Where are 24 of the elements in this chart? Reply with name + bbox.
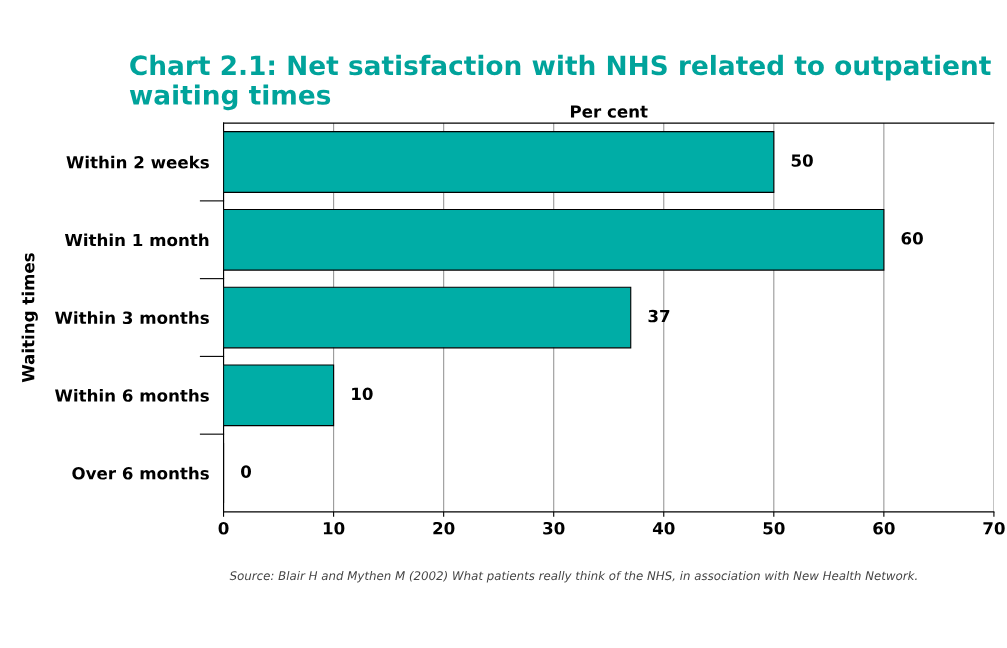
bar xyxy=(223,208,885,271)
y-axis-title: Waiting times xyxy=(21,253,38,383)
data-label: 50 xyxy=(791,154,813,167)
bar xyxy=(223,131,775,193)
y-tick-label: Within 2 weeks xyxy=(66,155,209,169)
y-tick-label: Within 1 month xyxy=(64,233,209,247)
x-tick-label: 0 xyxy=(218,521,229,535)
data-label: 37 xyxy=(648,309,670,323)
y-tick-label: Within 6 months xyxy=(55,388,209,402)
data-label: 10 xyxy=(352,387,373,401)
source-note: Source: Blair H and Mythen M (2002) What patients really think of the NHS, in association with New Health Network. xyxy=(229,570,917,583)
x-tick-label: 30 xyxy=(543,521,565,535)
x-tick-label: 60 xyxy=(873,521,895,535)
x-tick-label: 50 xyxy=(763,521,785,535)
x-tick-label: 20 xyxy=(433,521,455,535)
data-label: 0 xyxy=(241,465,252,478)
bar xyxy=(223,364,335,427)
y-tick-label: Over 6 months xyxy=(72,466,209,480)
bar xyxy=(223,286,632,349)
x-tick-label: 70 xyxy=(983,521,1005,535)
data-label: 60 xyxy=(901,231,923,245)
y-tick-label: Within 3 months xyxy=(55,311,209,325)
x-tick-label: 40 xyxy=(652,521,675,535)
x-tick-label: 10 xyxy=(323,521,345,535)
